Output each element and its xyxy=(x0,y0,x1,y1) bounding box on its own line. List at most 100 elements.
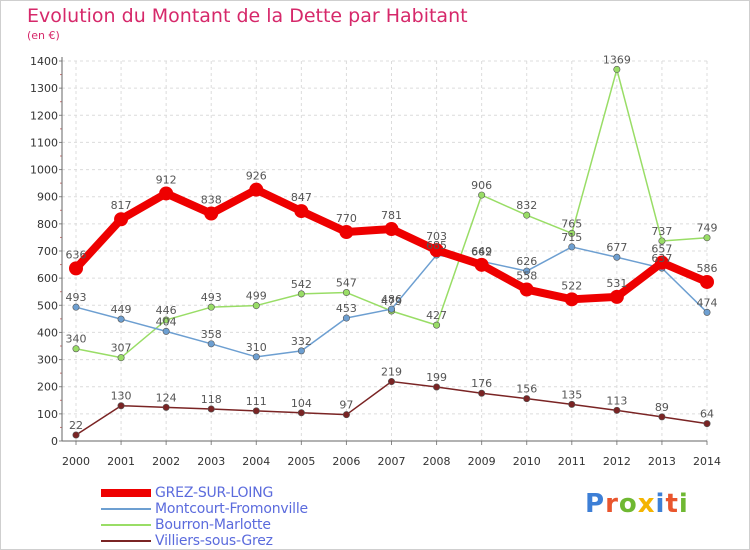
x-tick-label-2012: 2012 xyxy=(603,455,631,468)
x-tick-label-2014: 2014 xyxy=(693,455,721,468)
labels-grez-sur-loing: 636 817 912 838 926 847 770 781 703 649 558 522 531 6… xyxy=(66,170,718,293)
labels-montcourt-fromonville: 493 449 404 358 310 332 453 486 685 662 626 715 677 6… xyxy=(66,231,718,354)
data-label: 340 xyxy=(66,333,87,346)
data-label: 522 xyxy=(561,279,582,292)
logo-letter: r xyxy=(605,489,619,519)
y-tick-label-500: 500 xyxy=(37,299,58,312)
data-point xyxy=(429,243,444,258)
data-point xyxy=(342,411,350,419)
data-label: 838 xyxy=(201,194,222,207)
data-label: 332 xyxy=(291,335,312,348)
y-tick-label-1000: 1000 xyxy=(30,164,58,177)
data-point xyxy=(117,354,125,362)
data-label: 586 xyxy=(697,262,718,275)
data-point xyxy=(568,400,576,408)
data-label: 156 xyxy=(516,383,537,396)
data-label: 817 xyxy=(111,199,132,212)
data-label: 847 xyxy=(291,191,312,204)
x-tick-label-2009: 2009 xyxy=(468,455,496,468)
legend-label: Bourron-Marlotte xyxy=(155,517,271,533)
data-label: 307 xyxy=(111,342,132,355)
data-point xyxy=(474,257,489,272)
data-label: 770 xyxy=(336,212,357,225)
data-label: 637 xyxy=(651,252,672,265)
data-point xyxy=(72,431,80,439)
data-point xyxy=(72,345,80,353)
chart-title: Evolution du Montant de la Dette par Hab… xyxy=(27,5,468,27)
data-label: 453 xyxy=(336,302,357,315)
data-point xyxy=(703,234,711,242)
y-tick-label-300: 300 xyxy=(37,354,58,367)
data-label: 832 xyxy=(516,199,537,212)
legend-swatch xyxy=(101,540,151,542)
data-point xyxy=(207,405,215,413)
data-label: 542 xyxy=(291,278,312,291)
data-point xyxy=(613,406,621,414)
data-label: 486 xyxy=(381,293,402,306)
data-point xyxy=(658,237,666,245)
data-point xyxy=(252,407,260,415)
data-label: 22 xyxy=(69,419,83,432)
data-label: 89 xyxy=(655,401,669,414)
data-point xyxy=(162,403,170,411)
y-tick-label-100: 100 xyxy=(37,408,58,421)
data-label: 493 xyxy=(66,291,87,304)
x-tick-label-2004: 2004 xyxy=(242,455,270,468)
data-label: 662 xyxy=(471,245,492,258)
legend-label: Montcourt-Fromonville xyxy=(155,501,308,517)
data-label: 715 xyxy=(561,231,582,244)
data-point xyxy=(207,340,215,348)
data-point xyxy=(69,261,83,276)
data-point xyxy=(72,303,80,311)
data-label: 649 xyxy=(471,245,492,258)
x-tick-label-2006: 2006 xyxy=(332,455,360,468)
logo-letter: P xyxy=(585,489,606,519)
data-label: 176 xyxy=(471,377,492,390)
data-label: 130 xyxy=(111,390,132,403)
data-label: 737 xyxy=(651,225,672,238)
data-label: 1369 xyxy=(603,53,631,66)
proxiti-logo: Proxiti xyxy=(585,489,689,519)
series-grez-sur-loing xyxy=(69,182,714,307)
data-label: 685 xyxy=(426,239,447,252)
data-point xyxy=(523,267,531,275)
data-label: 926 xyxy=(246,170,267,183)
y-tick-label-200: 200 xyxy=(37,381,58,394)
data-label: 781 xyxy=(381,209,402,222)
data-point xyxy=(294,204,309,219)
data-label: 111 xyxy=(246,395,267,408)
x-tick-label-2000: 2000 xyxy=(62,455,90,468)
data-point xyxy=(204,206,219,221)
data-label: 479 xyxy=(381,295,402,308)
data-label: 135 xyxy=(561,388,582,401)
data-point xyxy=(658,413,666,421)
data-point xyxy=(478,389,486,397)
y-tick-label-1300: 1300 xyxy=(30,82,58,95)
data-label: 703 xyxy=(426,230,447,243)
data-label: 912 xyxy=(156,173,177,186)
data-point xyxy=(342,289,350,297)
data-label: 547 xyxy=(336,277,357,290)
data-point xyxy=(252,302,260,310)
data-point xyxy=(433,321,441,329)
y-tick-label-700: 700 xyxy=(37,245,58,258)
y-tick-label-900: 900 xyxy=(37,191,58,204)
data-point xyxy=(703,420,711,428)
data-point xyxy=(564,292,579,307)
x-tick-label-2002: 2002 xyxy=(152,455,180,468)
data-label: 558 xyxy=(516,270,537,283)
data-point xyxy=(523,395,531,403)
data-label: 677 xyxy=(606,241,627,254)
series-villiers-sous-grez xyxy=(72,378,711,439)
y-tick-label-800: 800 xyxy=(37,218,58,231)
data-label: 474 xyxy=(697,296,718,309)
x-tick-label-2013: 2013 xyxy=(648,455,676,468)
data-point xyxy=(523,211,531,219)
y-tick-label-0: 0 xyxy=(51,435,58,448)
data-point xyxy=(207,303,215,311)
x-tick-label-2005: 2005 xyxy=(287,455,315,468)
data-label: 358 xyxy=(201,328,222,341)
labels-villiers-sous-grez: 22 130 124 118 111 104 97 219 199 176 156 135 113 89 6… xyxy=(69,366,714,432)
data-point xyxy=(613,65,621,73)
data-point xyxy=(249,182,264,197)
